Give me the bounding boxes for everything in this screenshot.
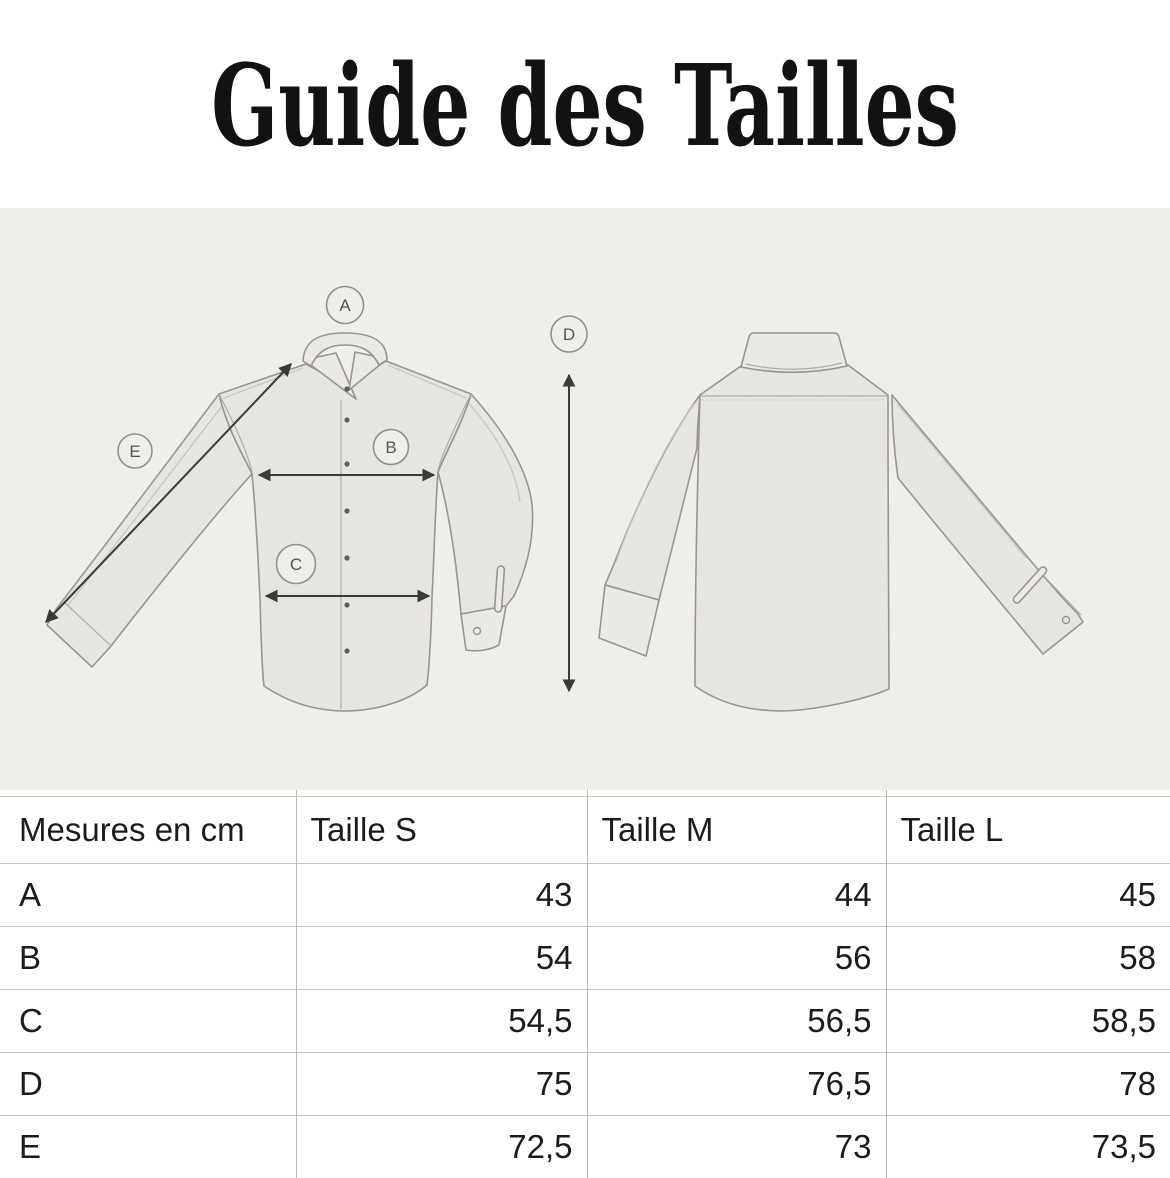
cell-value: 73,5: [886, 1116, 1170, 1178]
size-table: Mesures en cm Taille S Taille M Taille L…: [0, 796, 1170, 1178]
page-title: Guide des Tailles: [129, 51, 1042, 163]
cell-value: 56,5: [587, 990, 886, 1053]
cell-value: 78: [886, 1053, 1170, 1116]
col-header-taille-l: Taille L: [886, 797, 1170, 864]
front-body: [219, 361, 471, 711]
marker-c-label: C: [290, 555, 302, 574]
cell-value: 58: [886, 927, 1170, 990]
shirt-diagram: A B C D E: [0, 208, 1170, 790]
collar-button: [344, 386, 349, 391]
shirt-button: [344, 508, 349, 513]
shirt-front-view: [47, 333, 533, 711]
marker-d-label: D: [563, 325, 575, 344]
cell-value: 75: [296, 1053, 587, 1116]
cell-value: 73: [587, 1116, 886, 1178]
shirt-button: [344, 602, 349, 607]
row-label: D: [0, 1053, 296, 1116]
cell-value: 72,5: [296, 1116, 587, 1178]
cell-value: 45: [886, 864, 1170, 927]
cell-value: 54: [296, 927, 587, 990]
marker-b-label: B: [385, 438, 396, 457]
back-left-sleeve: [605, 395, 700, 600]
cell-value: 58,5: [886, 990, 1170, 1053]
back-body: [695, 365, 889, 711]
shirt-button: [344, 461, 349, 466]
cell-value: 76,5: [587, 1053, 886, 1116]
row-label: B: [0, 927, 296, 990]
row-label: A: [0, 864, 296, 927]
shirt-button: [344, 555, 349, 560]
row-label: C: [0, 990, 296, 1053]
cell-value: 54,5: [296, 990, 587, 1053]
shirt-back-view: [599, 333, 1083, 711]
diagram-panel: A B C D E: [0, 208, 1170, 790]
col-header-taille-s: Taille S: [296, 797, 587, 864]
cell-value: 43: [296, 864, 587, 927]
col-header-mesures: Mesures en cm: [0, 797, 296, 864]
table-header-row: Mesures en cm Taille S Taille M Taille L: [0, 797, 1170, 864]
shirt-button: [344, 417, 349, 422]
shirt-button: [344, 648, 349, 653]
cell-value: 44: [587, 864, 886, 927]
row-label: E: [0, 1116, 296, 1178]
marker-a-label: A: [339, 296, 351, 315]
front-left-sleeve: [47, 394, 252, 667]
marker-e-label: E: [129, 442, 140, 461]
front-right-cuff: [461, 606, 506, 651]
size-table-container: Mesures en cm Taille S Taille M Taille L…: [0, 796, 1170, 1178]
back-right-sleeve: [892, 395, 1083, 654]
cell-value: 56: [587, 927, 886, 990]
col-header-taille-m: Taille M: [587, 797, 886, 864]
